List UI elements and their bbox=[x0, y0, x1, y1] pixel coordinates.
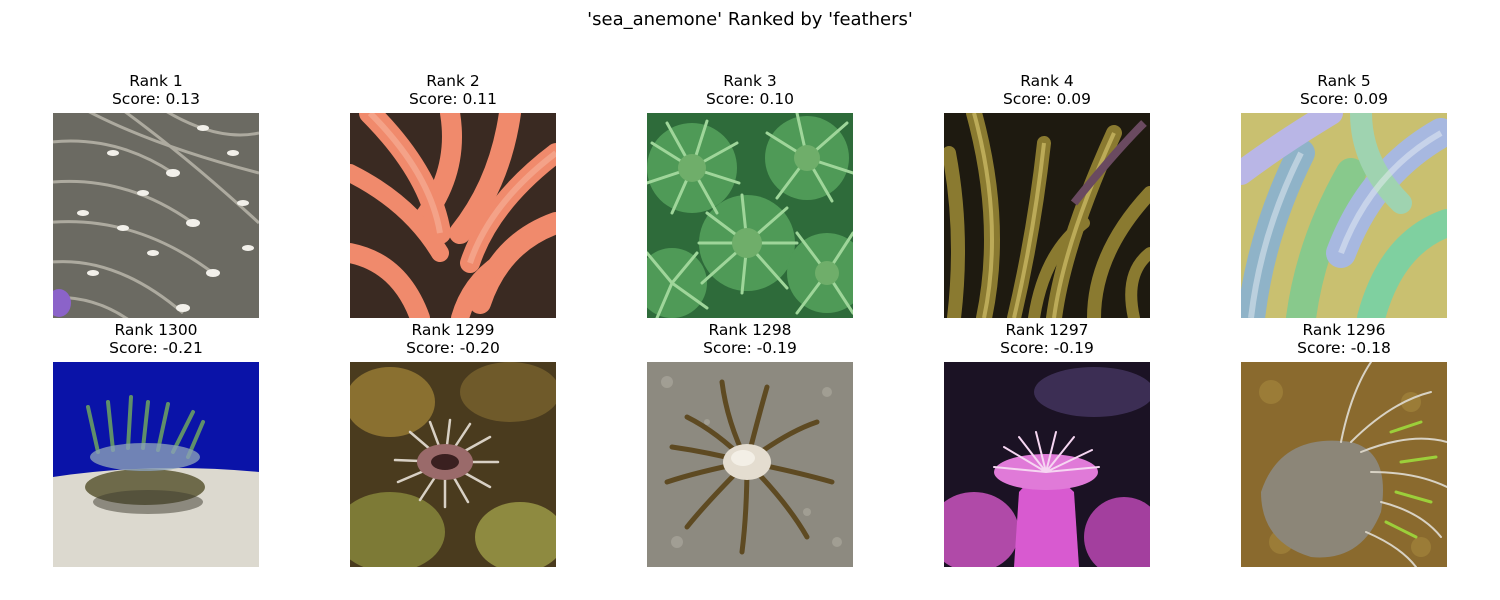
rank-label: Rank 2 bbox=[426, 72, 480, 90]
score-label: Score: -0.19 bbox=[1000, 339, 1094, 357]
score-label: Score: 0.13 bbox=[111, 90, 201, 108]
rank-label: Rank 5 bbox=[1317, 72, 1371, 90]
score-label: Score: -0.21 bbox=[109, 339, 203, 357]
result-image bbox=[944, 113, 1150, 318]
result-image bbox=[350, 362, 556, 567]
score-label: Score: 0.10 bbox=[705, 90, 795, 108]
rank-label: Rank 1299 bbox=[411, 321, 495, 339]
score-label: Score: -0.20 bbox=[406, 339, 500, 357]
rank-label: Rank 1296 bbox=[1302, 321, 1386, 339]
result-image bbox=[647, 113, 853, 318]
rank-label: Rank 1300 bbox=[114, 321, 198, 339]
result-image bbox=[53, 113, 259, 318]
rank-label: Rank 3 bbox=[723, 72, 777, 90]
rank-label: Rank 1298 bbox=[708, 321, 792, 339]
score-label: Score: -0.18 bbox=[1297, 339, 1391, 357]
figure-title: 'sea_anemone' Ranked by 'feathers' bbox=[587, 9, 913, 30]
score-label: Score: -0.19 bbox=[703, 339, 797, 357]
rank-label: Rank 4 bbox=[1020, 72, 1074, 90]
result-image bbox=[350, 113, 556, 318]
result-image bbox=[1241, 362, 1447, 567]
rank-label: Rank 1 bbox=[129, 72, 183, 90]
result-image bbox=[1241, 113, 1447, 318]
result-image bbox=[944, 362, 1150, 567]
score-label: Score: 0.09 bbox=[1299, 90, 1389, 108]
rank-label: Rank 1297 bbox=[1005, 321, 1089, 339]
score-label: Score: 0.11 bbox=[408, 90, 498, 108]
result-image bbox=[53, 362, 259, 567]
result-image bbox=[647, 362, 853, 567]
score-label: Score: 0.09 bbox=[1002, 90, 1092, 108]
